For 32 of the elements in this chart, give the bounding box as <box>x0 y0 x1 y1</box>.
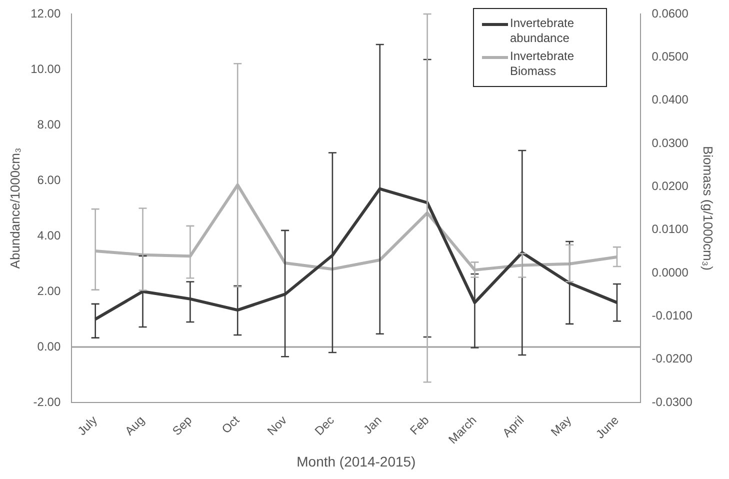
y2-tick-label: 0.0100 <box>652 222 689 236</box>
x-tick-label: Aug <box>122 413 148 438</box>
x-tick-label: Oct <box>218 412 243 436</box>
x-tick-label: Jan <box>360 413 384 437</box>
x-tick-label: July <box>74 413 100 438</box>
x-axis-title: Month (2014-2015) <box>296 453 416 470</box>
y-tick-label: 10.00 <box>30 62 61 76</box>
y-tick-label: 6.00 <box>37 172 61 187</box>
y2-tick-label: 0.0500 <box>652 49 689 64</box>
y2-tick-label: 0.0000 <box>652 265 689 280</box>
x-tick-label: Dec <box>312 413 337 438</box>
y2-tick-label: 0.0400 <box>652 92 689 107</box>
y2-tick-label: 0.0600 <box>652 6 689 20</box>
y2-tick-label: -0.0100 <box>652 308 693 322</box>
y-tick-label: 8.00 <box>37 117 61 132</box>
y2-axis-title: Biomass (g/1000cm₃) <box>700 146 716 270</box>
y-axis-title: Abundance/1000cm₃ <box>7 148 22 269</box>
x-tick-label: Sep <box>170 412 195 438</box>
y2-tick-label: 0.0200 <box>652 178 689 193</box>
y-tick-label: 2.00 <box>37 284 61 298</box>
y-tick-label: 4.00 <box>37 228 61 242</box>
y2-tick-label: -0.0300 <box>652 394 693 409</box>
y-tick-label: 0.00 <box>37 339 61 354</box>
y2-tick-label: 0.0300 <box>652 136 689 150</box>
legend-label: Invertebrate abundance <box>510 16 576 46</box>
x-tick-label: Feb <box>407 412 432 438</box>
y-tick-label: 12.00 <box>30 6 61 20</box>
y2-tick-label: -0.0200 <box>652 352 693 366</box>
x-tick-label: May <box>548 413 574 440</box>
x-tick-label: Nov <box>264 413 290 438</box>
y-tick-label: -2.00 <box>33 394 61 409</box>
legend-label: Invertebrate Biomass <box>510 49 576 79</box>
